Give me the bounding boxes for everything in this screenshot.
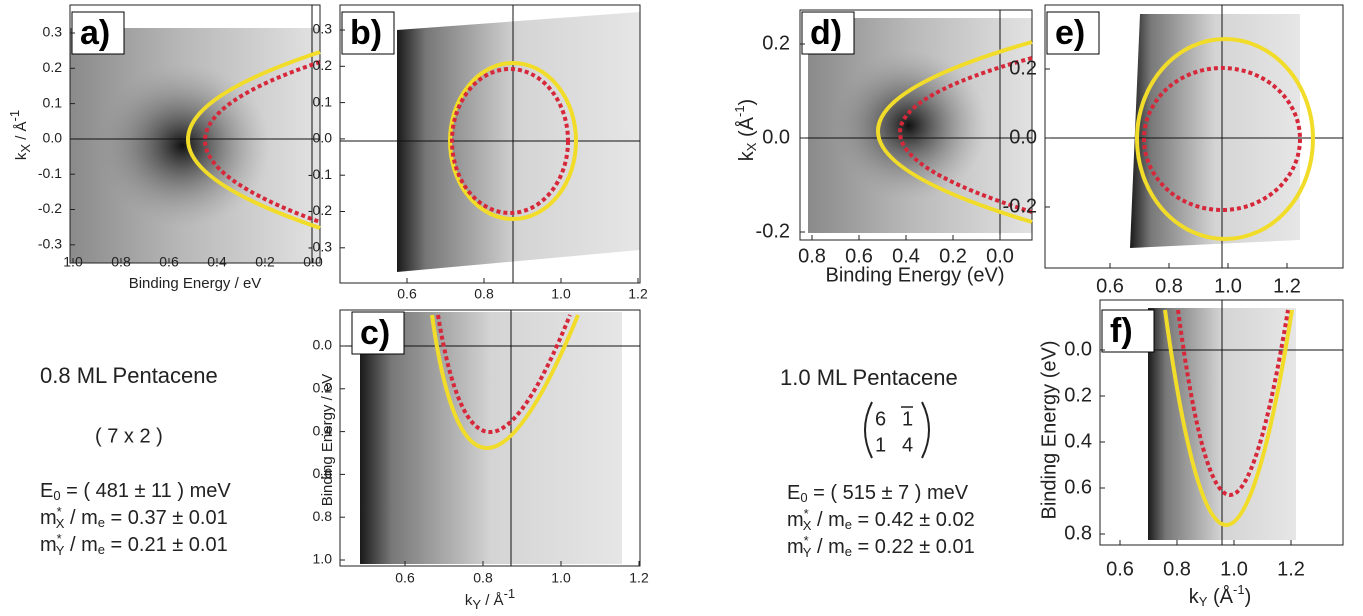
- matrix: 6 1 1 4: [864, 401, 930, 459]
- x-tick-label: 0.8: [473, 570, 493, 586]
- x-tick-label: 1.2: [1273, 275, 1301, 297]
- y-tick-label: 0.8: [1064, 522, 1092, 544]
- y-tick-label: 0.0: [43, 130, 63, 146]
- y-tick-label: 0.0: [1009, 126, 1037, 148]
- x-tick-label: 1.0: [551, 286, 571, 302]
- x-axis-label: kY / Å-1: [465, 586, 515, 612]
- x-tick-label: 0.4: [207, 254, 227, 270]
- y-axis-label: kX (Å-1): [732, 99, 759, 161]
- x-tick-label: 0.6: [159, 254, 179, 270]
- y-tick-label: 0.2: [1064, 384, 1092, 406]
- x-tick-label: 0.4: [892, 245, 920, 267]
- matrix-entry: 1: [902, 408, 913, 430]
- x-tick-label: 1.0: [63, 254, 83, 270]
- y-tick-label: 0.2: [43, 59, 63, 75]
- x-tick-label: 1.2: [1277, 558, 1305, 580]
- sample-title: 1.0 ML Pentacene: [780, 365, 958, 390]
- mass-y: m* Y / me = 0.22 ± 0.01: [787, 533, 975, 560]
- y-tick-label: -0.1: [308, 166, 332, 182]
- x-tick-label: 0.6: [1096, 275, 1124, 297]
- x-tick-label: 0.0: [986, 245, 1014, 267]
- sample-title: 0.8 ML Pentacene: [40, 363, 218, 388]
- x-tick-label: 0.6: [1106, 558, 1134, 580]
- x-tick-label: 0.2: [255, 254, 275, 270]
- x-tick-label: 0.8: [798, 245, 826, 267]
- panel-label: d): [810, 14, 842, 52]
- y-tick-label: -0.2: [756, 220, 790, 242]
- x-tick-label: 1.0: [1220, 558, 1248, 580]
- y-tick-label: 0.0: [313, 130, 333, 146]
- energy-value: E0 = ( 481 ± 11 ) meV: [40, 480, 231, 503]
- y-tick-label: 0.4: [1064, 430, 1092, 452]
- fit-curves: [186, 37, 1315, 527]
- y-tick-label: 0.0: [1064, 338, 1092, 360]
- x-tick-label: 0.6: [845, 245, 873, 267]
- x-axis-label: Binding Energy (eV): [826, 264, 1005, 286]
- y-tick-label: 0.4: [313, 422, 333, 438]
- x-tick-label: 0.0: [303, 254, 323, 270]
- y-tick-label: 0.1: [313, 93, 333, 109]
- x-tick-label: 0.6: [397, 286, 417, 302]
- matrix-entry: 6: [875, 408, 886, 430]
- x-tick-label: 0.8: [474, 286, 494, 302]
- y-tick-label: -0.3: [38, 236, 62, 252]
- y-tick-label: 1.0: [313, 551, 333, 567]
- y-tick-label: 0.3: [313, 21, 333, 37]
- y-tick-label: -0.1: [38, 165, 62, 181]
- x-tick-label: 0.8: [1155, 275, 1183, 297]
- matrix-entry: 4: [902, 434, 913, 456]
- y-tick-label: 0.8: [313, 508, 333, 524]
- panel-label: e): [1055, 14, 1085, 52]
- mass-x: m* X / me = 0.37 ± 0.01: [40, 504, 228, 531]
- y-tick-label: 0.6: [313, 465, 333, 481]
- panel-labels: a) b) c) d) e) f): [71, 11, 1155, 355]
- panel-label: c): [360, 314, 390, 352]
- y-tick-label: -0.3: [308, 239, 332, 255]
- x-tick-label: 0.8: [111, 254, 131, 270]
- y-tick-label: -0.2: [308, 202, 332, 218]
- y-tick-label: 0.2: [313, 57, 333, 73]
- y-tick-label: 0.1: [43, 94, 63, 110]
- y-axis-label: kX / Å-1: [7, 110, 33, 160]
- x-tick-label: 1.0: [1214, 275, 1242, 297]
- energy-value: E0 = ( 515 ± 7 ) meV: [787, 482, 969, 505]
- y-tick-label: 0.2: [313, 380, 333, 396]
- x-tick-label: 1.2: [629, 570, 649, 586]
- x-axis-label: kY (Å-1): [1189, 582, 1251, 609]
- x-tick-label: 0.8: [1163, 558, 1191, 580]
- y-tick-label: 0.2: [762, 32, 790, 54]
- matrix-entry: 1: [875, 434, 886, 456]
- panel-label: f): [1110, 312, 1133, 350]
- x-tick-label: 1.2: [628, 286, 648, 302]
- y-tick-label: 0.3: [43, 24, 63, 40]
- panel-label: a): [80, 14, 110, 52]
- y-axis-label: Binding Energy (eV): [1038, 341, 1060, 520]
- y-tick-label: -0.2: [1003, 195, 1037, 217]
- mass-y: m* Y / me = 0.21 ± 0.01: [40, 531, 228, 558]
- x-tick-label: 1.0: [551, 570, 571, 586]
- y-tick-label: 0.0: [313, 337, 333, 353]
- y-tick-label: 0.2: [1009, 57, 1037, 79]
- y-tick-label: 0.6: [1064, 476, 1092, 498]
- y-axis-label: Binding Energy / eV: [319, 374, 336, 507]
- x-axis-label: Binding Energy / eV: [129, 275, 262, 292]
- y-tick-label: -0.2: [38, 200, 62, 216]
- y-tick-label: 0.0: [762, 126, 790, 148]
- cell-notation: ( 7 x 2 ): [95, 425, 163, 447]
- mass-x: m* X / me = 0.42 ± 0.02: [787, 506, 975, 533]
- panel-label: b): [350, 14, 382, 52]
- x-tick-label: 0.2: [939, 245, 967, 267]
- x-tick-label: 0.6: [395, 570, 415, 586]
